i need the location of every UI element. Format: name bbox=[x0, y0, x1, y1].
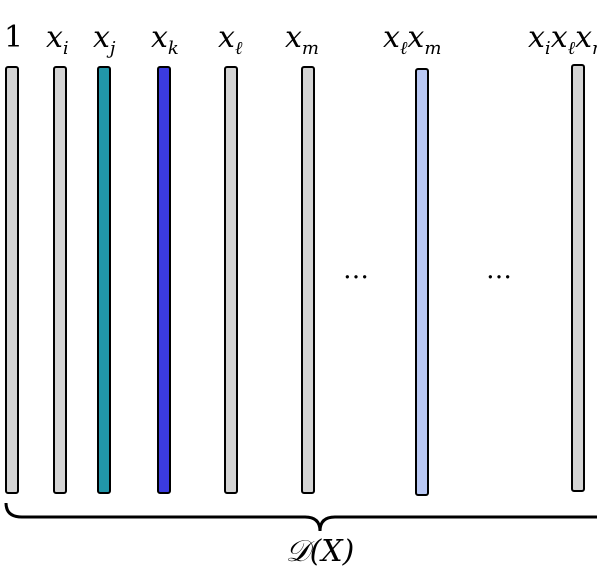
xixlxm-base2: x bbox=[550, 20, 568, 55]
column-bar-xk bbox=[157, 66, 171, 494]
xj-sub: j bbox=[109, 38, 116, 59]
xm-base: x bbox=[285, 20, 302, 55]
column-label-xl: xℓ bbox=[218, 18, 242, 69]
column-label-xixlxm: xixℓxm bbox=[528, 18, 597, 69]
ellipsis-left: … bbox=[343, 255, 369, 285]
column-label-constant: 1 bbox=[4, 20, 24, 55]
xi-sub: i bbox=[62, 38, 69, 59]
xl-sub: ℓ bbox=[234, 38, 243, 59]
column-label-xlxm: xℓxm bbox=[383, 18, 441, 69]
column-label-xi: xi bbox=[46, 18, 69, 69]
xixlxm-sub2: ℓ bbox=[567, 38, 576, 59]
brace-label: 𝒟(X) bbox=[0, 532, 597, 572]
ellipsis-right: … bbox=[486, 255, 512, 285]
xl-base: x bbox=[218, 20, 235, 55]
xlxm-sub2: m bbox=[424, 38, 442, 59]
column-bar-constant bbox=[5, 66, 19, 494]
xlxm-base1: x bbox=[383, 20, 400, 55]
xixlxm-base3: x bbox=[575, 20, 593, 55]
xk-sub: k bbox=[167, 38, 179, 59]
column-bar-xj bbox=[97, 66, 111, 494]
xixlxm-base1: x bbox=[528, 20, 545, 55]
column-label-xk: xk bbox=[151, 18, 179, 69]
underbrace bbox=[4, 502, 597, 532]
xlxm-sub1: ℓ bbox=[399, 38, 408, 59]
xixlxm-sub1: i bbox=[544, 38, 551, 59]
xm-sub: m bbox=[301, 38, 319, 59]
xk-base: x bbox=[151, 20, 168, 55]
xixlxm-sub3: m bbox=[592, 38, 597, 59]
column-bar-xl bbox=[224, 66, 238, 494]
column-bar-xi bbox=[53, 66, 67, 494]
column-bar-xlxm bbox=[415, 68, 429, 496]
xj-base: x bbox=[93, 20, 110, 55]
column-bar-xm bbox=[301, 66, 315, 494]
xlxm-base2: x bbox=[407, 20, 425, 55]
brace-label-text: 𝒟(X) bbox=[285, 534, 355, 569]
column-label-xm: xm bbox=[285, 18, 319, 69]
column-bar-xixlxm bbox=[571, 64, 585, 492]
xi-base: x bbox=[46, 20, 63, 55]
column-label-xj: xj bbox=[93, 18, 116, 69]
